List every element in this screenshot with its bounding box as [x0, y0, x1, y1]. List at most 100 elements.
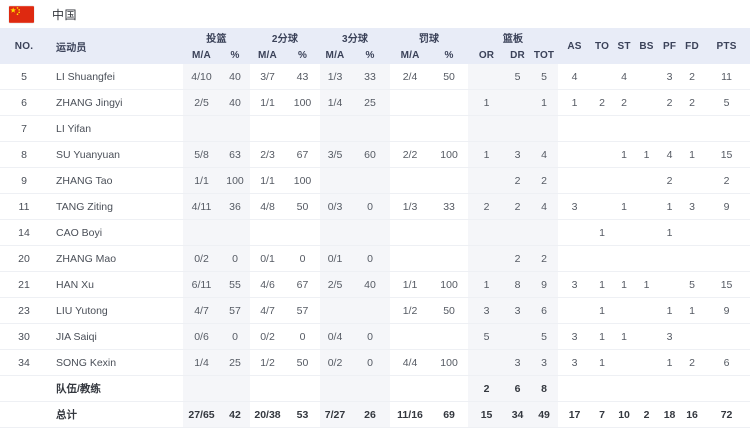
cell-player: TANG Ziting: [48, 193, 183, 220]
stat-cell: 50: [430, 297, 469, 324]
stat-cell: 4/8: [250, 193, 285, 220]
stat-cell: 6: [530, 297, 559, 324]
stat-cell: 18: [658, 401, 682, 428]
stat-cell: [558, 115, 592, 142]
stat-cell: [250, 375, 285, 402]
stat-cell: 16: [681, 401, 704, 428]
stat-cell: 1: [468, 89, 506, 116]
stat-cell: 6: [505, 375, 531, 402]
stat-cell: [183, 115, 220, 142]
stat-cell: [613, 115, 636, 142]
stat-cell: 2: [658, 167, 682, 194]
table-row: 9 ZHANG Tao 1/1 100 1/1 100 2 2 2 2: [0, 167, 750, 194]
stat-cell: [658, 245, 682, 272]
stat-cell: [390, 375, 431, 402]
cell-no: 34: [0, 349, 48, 376]
stat-cell: [558, 167, 592, 194]
stat-cell: 3: [558, 193, 592, 220]
cell-player: LI Yifan: [48, 115, 183, 142]
stat-cell: 10: [613, 401, 636, 428]
stat-cell: 0: [285, 323, 321, 350]
stat-cell: 2: [591, 89, 614, 116]
stat-cell: 2: [703, 167, 750, 194]
stat-cell: [658, 375, 682, 402]
stat-cell: 2/4: [390, 64, 431, 90]
stat-cell: [430, 375, 469, 402]
stat-cell: 1/4: [320, 89, 351, 116]
stat-cell: [681, 115, 704, 142]
cell-no: 21: [0, 271, 48, 298]
table-row: 14 CAO Boyi 1 1: [0, 219, 750, 246]
stat-cell: 17: [558, 401, 592, 428]
stat-cell: [468, 64, 506, 90]
stat-cell: [350, 219, 391, 246]
stat-cell: [350, 297, 391, 324]
table-row: 队伍/教练 2 6 8: [0, 375, 750, 402]
stat-cell: 2: [635, 401, 659, 428]
team-name: 中国: [52, 7, 78, 22]
stat-cell: [285, 115, 321, 142]
stat-cell: 0: [285, 245, 321, 272]
stat-cell: [681, 219, 704, 246]
stat-cell: 8: [505, 271, 531, 298]
stat-cell: 5/8: [183, 141, 220, 168]
table-row: 34 SONG Kexin 1/4 25 1/2 50 0/2 0 4/4 10…: [0, 349, 750, 376]
stat-cell: [350, 375, 391, 402]
stat-cell: 2: [681, 89, 704, 116]
stat-cell: [430, 167, 469, 194]
stat-cell: [613, 349, 636, 376]
stat-cell: 100: [285, 167, 321, 194]
stat-cell: 3: [505, 141, 531, 168]
stat-cell: 9: [703, 193, 750, 220]
stat-cell: 1: [591, 297, 614, 324]
table-row: 7 LI Yifan: [0, 115, 750, 142]
stat-cell: [635, 245, 659, 272]
stat-cell: [220, 115, 250, 142]
subcol-fg-ma: M/A: [183, 46, 220, 64]
stat-cell: [703, 115, 750, 142]
stat-cell: 3: [505, 297, 531, 324]
group-header-3p: 3分球: [320, 28, 391, 46]
stat-cell: 3/7: [250, 64, 285, 90]
stat-cell: 57: [285, 297, 321, 324]
stat-cell: 3: [658, 64, 682, 90]
stat-cell: 50: [285, 193, 321, 220]
stat-cell: [635, 64, 659, 90]
cell-player: 队伍/教练: [48, 375, 183, 402]
stat-cell: [635, 323, 659, 350]
cell-no: 14: [0, 219, 48, 246]
stat-cell: 53: [285, 401, 321, 428]
stat-cell: [703, 219, 750, 246]
stat-cell: 40: [220, 64, 250, 90]
stat-cell: 100: [430, 141, 469, 168]
cell-no: 23: [0, 297, 48, 324]
stat-cell: [530, 219, 559, 246]
stat-cell: [250, 219, 285, 246]
stat-cell: [430, 115, 469, 142]
col-header-no: NO.: [0, 28, 48, 64]
cell-player: LIU Yutong: [48, 297, 183, 324]
stat-cell: 15: [703, 271, 750, 298]
stat-cell: 67: [285, 141, 321, 168]
cell-no: [0, 401, 48, 428]
subcol-ft-ma: M/A: [390, 46, 431, 64]
stat-cell: [635, 219, 659, 246]
stat-cell: [530, 115, 559, 142]
stat-cell: [350, 115, 391, 142]
stat-cell: 100: [220, 167, 250, 194]
col-header-player: 运动员: [48, 28, 183, 64]
stat-cell: [320, 167, 351, 194]
stat-cell: [591, 245, 614, 272]
cell-no: 6: [0, 89, 48, 116]
stat-cell: 67: [285, 271, 321, 298]
cell-no: 30: [0, 323, 48, 350]
stat-cell: [505, 323, 531, 350]
stat-cell: 0/2: [320, 349, 351, 376]
stat-cell: [285, 219, 321, 246]
stat-cell: [591, 167, 614, 194]
stat-cell: 1: [658, 297, 682, 324]
stat-cell: 1: [658, 349, 682, 376]
stat-cell: 4/4: [390, 349, 431, 376]
stat-cell: 15: [468, 401, 506, 428]
stat-cell: [505, 219, 531, 246]
